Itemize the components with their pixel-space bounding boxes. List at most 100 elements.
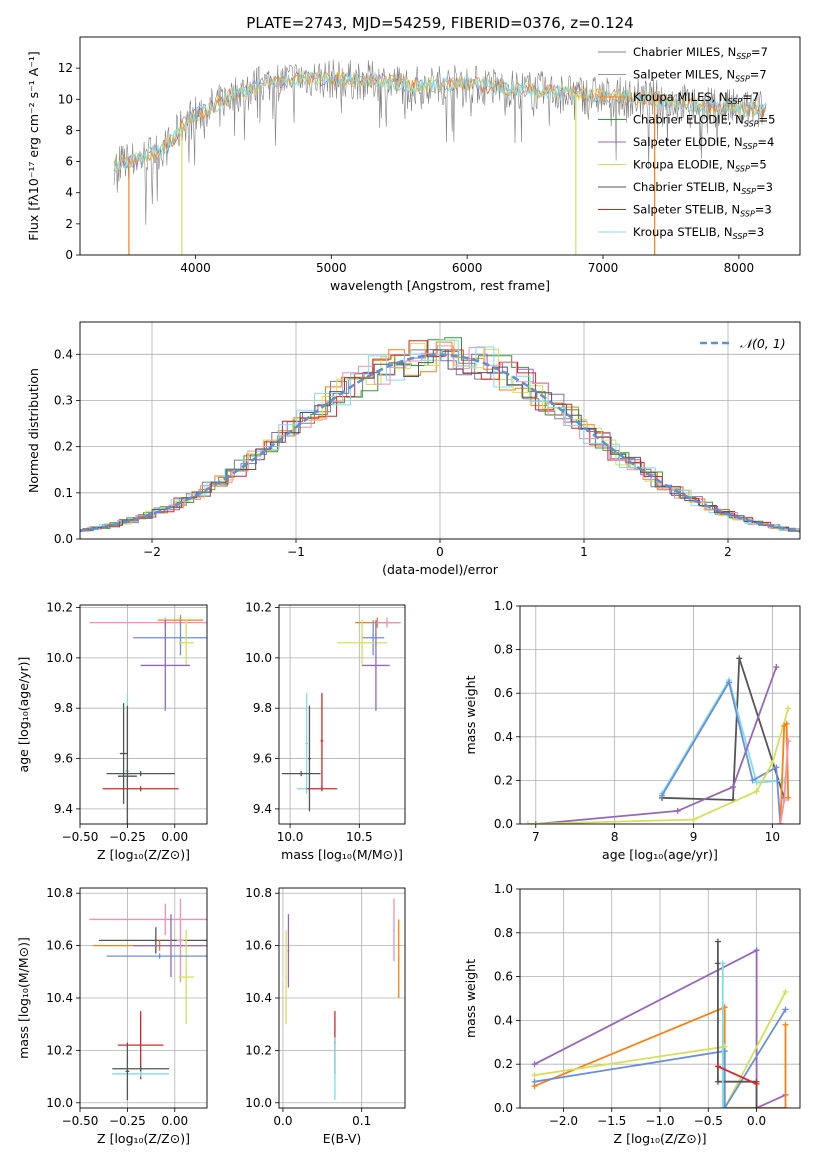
y-tick-label: 0.0 bbox=[494, 1101, 513, 1115]
legend-label: Chabrier STELIB, NSSP=3 bbox=[633, 180, 773, 196]
x-tick-label: 4000 bbox=[180, 261, 211, 275]
y-tick-label: 10.6 bbox=[46, 939, 73, 953]
series-marker bbox=[719, 960, 726, 967]
panel-weight-vs-z: −2.0 −1.5 −1.0 −0.5 0.0 0.0 0.2 0.4 0.6 0.8 1.0 Z [… bbox=[463, 882, 801, 1146]
axes-frame bbox=[79, 321, 801, 540]
legend-label: Kroupa STELIB, NSSP=3 bbox=[633, 225, 764, 241]
y-tick-label: 10 bbox=[58, 92, 73, 106]
y-tick-label: 9.4 bbox=[54, 802, 73, 816]
y-tick-label: 10.0 bbox=[245, 651, 272, 665]
chart-title: PLATE=2743, MJD=54259, FIBERID=0376, z=0… bbox=[246, 14, 633, 32]
series-marker bbox=[782, 1021, 789, 1028]
series-marker bbox=[753, 1105, 760, 1108]
histogram-step bbox=[80, 345, 800, 531]
y-tick-label: 8 bbox=[65, 123, 73, 137]
series-marker bbox=[785, 794, 792, 801]
series-marker bbox=[773, 764, 780, 771]
x-tick-label: 0.1 bbox=[352, 1114, 371, 1128]
y-axis-label: Flux [fλ10⁻¹⁷ erg cm⁻² s⁻¹ A⁻¹] bbox=[26, 51, 41, 240]
y-tick-label: 0.3 bbox=[54, 393, 73, 407]
y-tick-label: 10.8 bbox=[245, 886, 272, 900]
y-tick-label: 10.2 bbox=[46, 601, 73, 615]
plot-area-spectrum bbox=[113, 59, 767, 255]
axes-frame bbox=[79, 36, 801, 256]
x-tick-label: 0.00 bbox=[161, 1114, 188, 1128]
y-tick-label: 2 bbox=[65, 217, 73, 231]
x-axis-label: (data-model)/error bbox=[382, 562, 499, 577]
plot-area-mass-vs-z bbox=[80, 888, 207, 1108]
legend-label: 𝒩(0, 1) bbox=[740, 336, 786, 351]
series-marker bbox=[524, 821, 531, 824]
series-marker bbox=[749, 777, 756, 784]
x-tick-label: −1.0 bbox=[645, 1114, 674, 1128]
y-tick-label: 10.2 bbox=[245, 1043, 272, 1057]
axes-frame bbox=[519, 605, 801, 825]
x-tick-label: −0.5 bbox=[694, 1114, 723, 1128]
y-axis-label: mass [log₁₀(M/M⊙)] bbox=[16, 937, 31, 1059]
x-tick-label: 9 bbox=[690, 830, 698, 844]
panel-age-vs-z: −0.50 −0.25 0.00 9.4 9.6 9.8 10.0 10.2 Z [log₁₀(… bbox=[16, 601, 208, 862]
y-tick-label: 4 bbox=[65, 186, 73, 200]
legend-label: Salpeter MILES, NSSP=7 bbox=[633, 68, 767, 84]
x-tick-label: 7 bbox=[532, 830, 540, 844]
y-tick-label: 10.0 bbox=[46, 651, 73, 665]
y-axis-label: mass weight bbox=[463, 675, 478, 754]
series-marker bbox=[782, 1006, 789, 1013]
y-tick-label: 0.2 bbox=[494, 773, 513, 787]
legend-label: Chabrier ELODIE, NSSP=5 bbox=[633, 113, 775, 129]
y-tick-label: 0.4 bbox=[54, 347, 73, 361]
series-marker bbox=[531, 1072, 538, 1079]
y-axis-label: Normed distribution bbox=[26, 368, 41, 493]
x-tick-label: 5000 bbox=[316, 261, 347, 275]
series-marker bbox=[532, 821, 539, 824]
y-tick-label: 0.8 bbox=[494, 643, 513, 657]
series-marker bbox=[736, 655, 743, 662]
x-tick-label: 8 bbox=[611, 830, 619, 844]
series-marker bbox=[753, 947, 760, 954]
x-tick-label: 7000 bbox=[588, 261, 619, 275]
x-axis-label: wavelength [Angstrom, rest frame] bbox=[330, 278, 550, 293]
y-tick-label: 9.6 bbox=[54, 752, 73, 766]
y-tick-label: 10.6 bbox=[245, 939, 272, 953]
y-tick-label: 0 bbox=[65, 248, 73, 262]
axes-frame bbox=[278, 887, 406, 1109]
axes-frame bbox=[79, 887, 208, 1109]
panel-weight-vs-age: 7 8 9 10 0.0 0.2 0.4 0.6 0.8 1.0 age [log₁₀(age/yr… bbox=[463, 599, 801, 862]
x-axis-label: Z [log₁₀(Z/Z⊙)] bbox=[97, 1131, 190, 1146]
series-marker bbox=[721, 1105, 728, 1108]
series-marker bbox=[753, 779, 760, 786]
x-tick-label: 10 bbox=[765, 830, 780, 844]
x-tick-label: 6000 bbox=[452, 261, 483, 275]
y-tick-label: 10.4 bbox=[245, 991, 272, 1005]
y-tick-label: 10.4 bbox=[46, 991, 73, 1005]
x-axis-label: age [log₁₀(age/yr)] bbox=[602, 847, 718, 862]
legend-label: Kroupa MILES, NSSP=7 bbox=[633, 90, 759, 106]
x-tick-label: −0.50 bbox=[62, 830, 99, 844]
plot-area-weight-vs-age bbox=[520, 606, 800, 824]
x-tick-label: 8000 bbox=[724, 261, 755, 275]
plot-area-mass-vs-ebv bbox=[279, 888, 405, 1108]
series-marker bbox=[753, 788, 760, 795]
series-line bbox=[717, 1065, 757, 1085]
series-marker bbox=[674, 807, 681, 814]
y-tick-label: 1.0 bbox=[494, 882, 513, 896]
panel-spectrum: 4000 5000 6000 7000 8000 0 2 4 6 8 10 12 wavelength … bbox=[26, 36, 801, 293]
x-tick-label: 2 bbox=[724, 545, 732, 559]
series-marker bbox=[714, 938, 721, 945]
normal-curve bbox=[80, 353, 800, 533]
y-tick-label: 9.8 bbox=[54, 701, 73, 715]
series-line bbox=[534, 1009, 787, 1108]
y-tick-label: 0.6 bbox=[494, 686, 513, 700]
legend-label: Kroupa ELODIE, NSSP=5 bbox=[633, 158, 767, 174]
x-tick-label: −0.25 bbox=[109, 1114, 146, 1128]
y-tick-label: 9.8 bbox=[253, 701, 272, 715]
series-marker bbox=[769, 759, 776, 766]
series-marker bbox=[531, 1061, 538, 1068]
x-tick-label: −0.50 bbox=[62, 1114, 99, 1128]
y-tick-label: 10.0 bbox=[245, 1096, 272, 1110]
x-tick-label: 0 bbox=[436, 545, 444, 559]
y-tick-label: 0.4 bbox=[494, 730, 513, 744]
x-axis-label: Z [log₁₀(Z/Z⊙)] bbox=[614, 1131, 707, 1146]
series-marker bbox=[726, 679, 733, 686]
